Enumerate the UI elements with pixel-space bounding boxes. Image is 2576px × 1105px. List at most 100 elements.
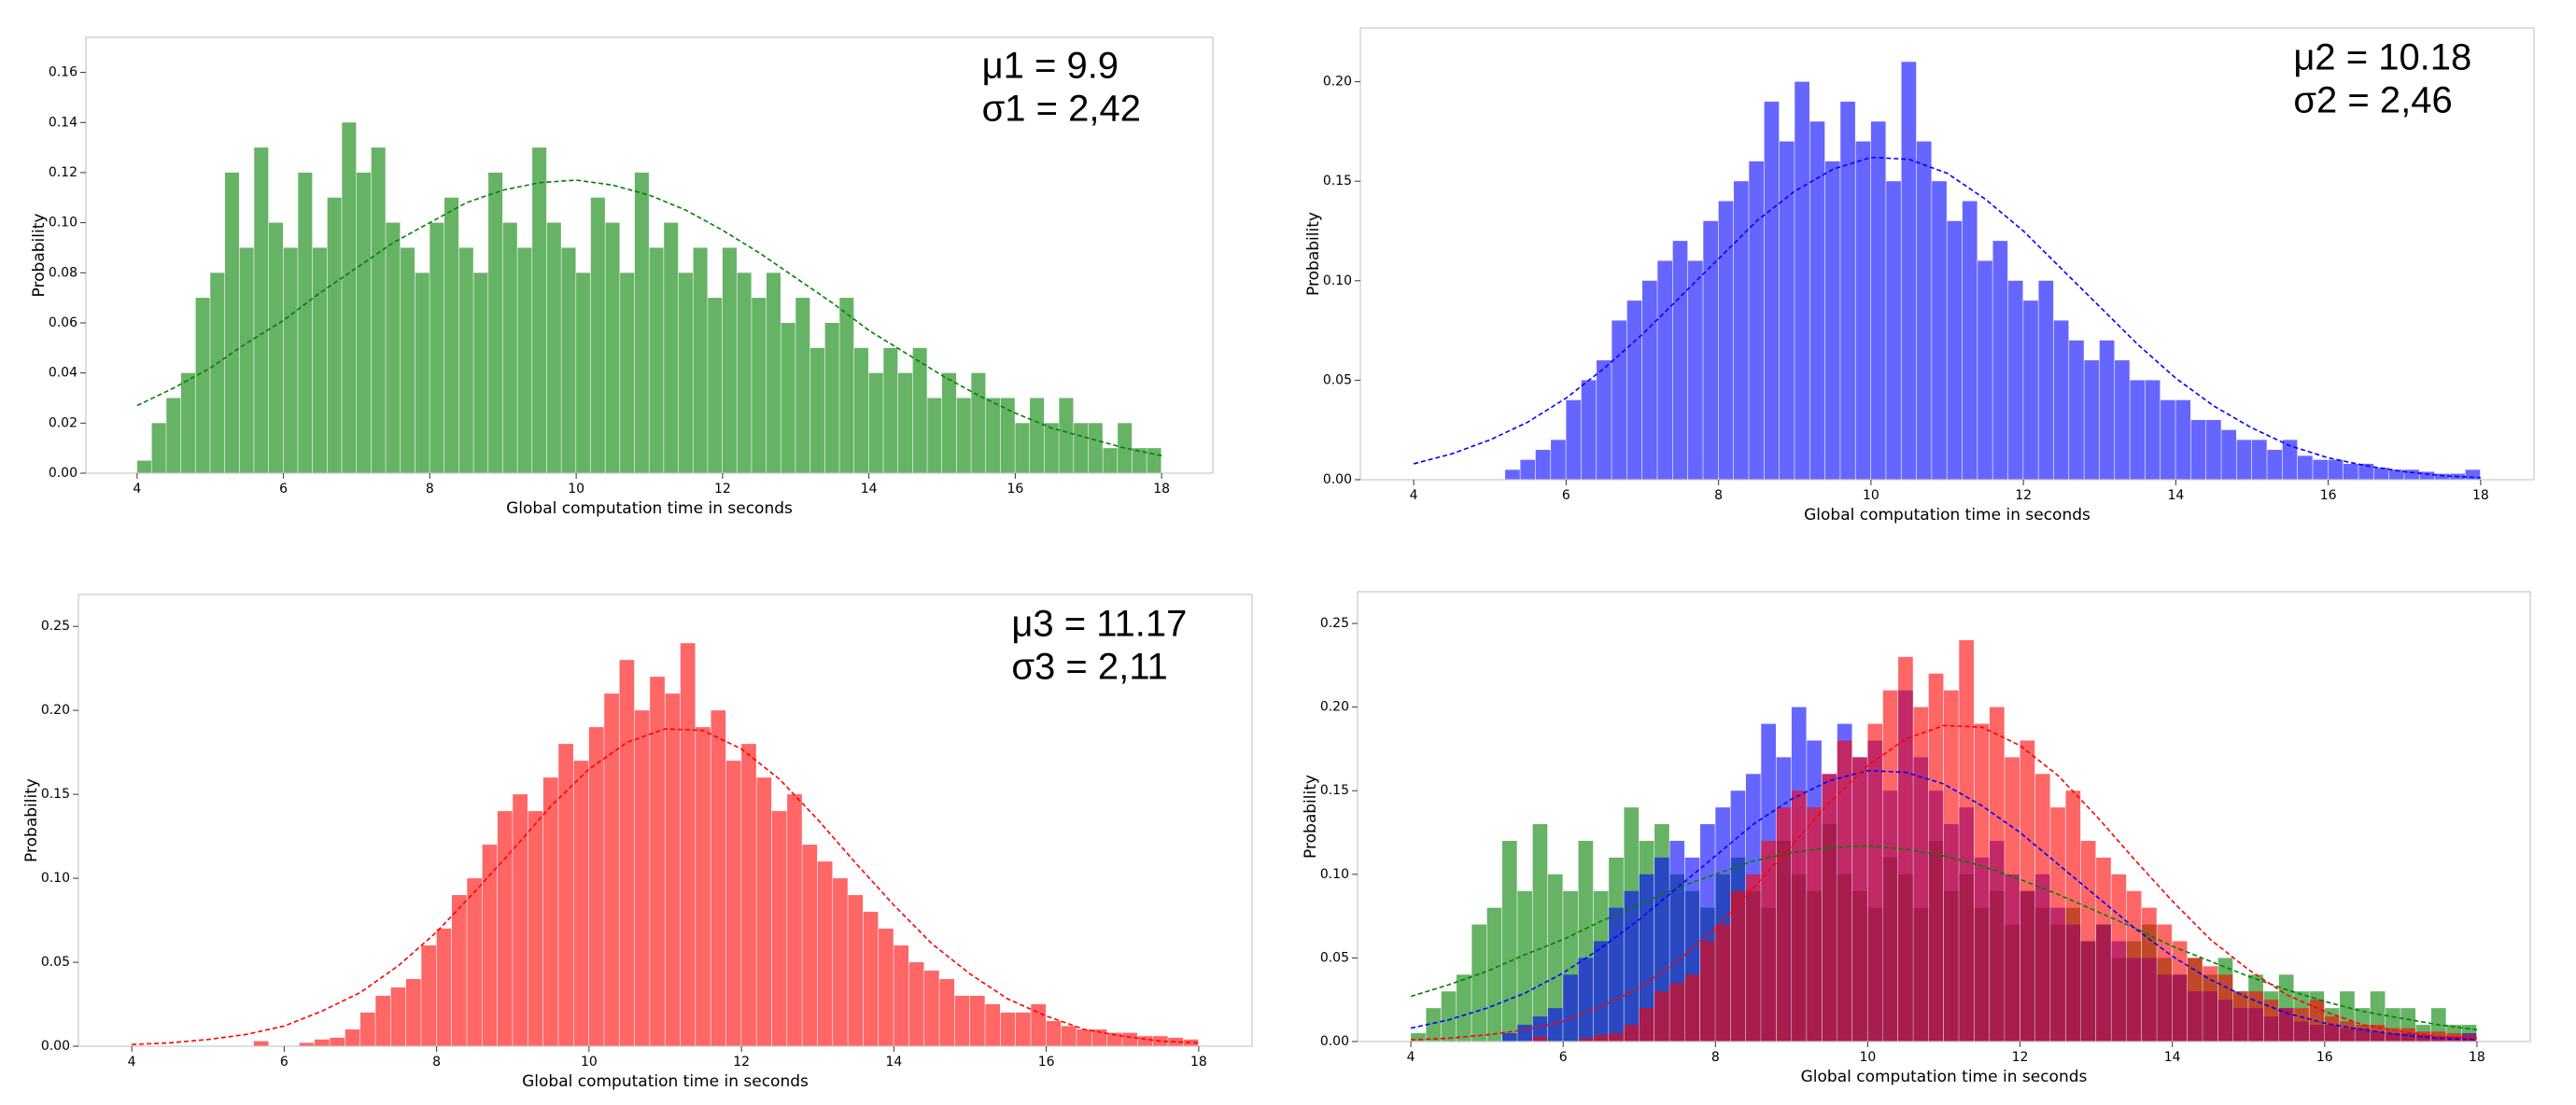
- bar: [436, 929, 452, 1046]
- bar: [956, 398, 971, 473]
- bar: [1989, 706, 2005, 1042]
- bar: [2142, 907, 2157, 1042]
- bar: [315, 1039, 330, 1046]
- bar: [619, 660, 635, 1046]
- bar: [1471, 924, 1487, 1042]
- bar: [853, 347, 869, 473]
- bar: [2263, 1000, 2279, 1042]
- bar: [1764, 101, 1780, 481]
- panel: 4 6 8 10 12 14 16 18 0.00 0.05 0.10 0.15 0.20 Global …: [1304, 27, 2535, 525]
- bar: [1703, 220, 1719, 480]
- bar: [2232, 991, 2248, 1042]
- bar: [971, 372, 986, 473]
- bar: [2340, 1021, 2355, 1042]
- bar: [1913, 706, 1929, 1042]
- bar: [1718, 201, 1734, 480]
- y-tick-label: 0.15: [1323, 174, 1352, 189]
- y-tick-label: 0.10: [49, 216, 77, 231]
- y-tick-label: 0.14: [49, 115, 77, 130]
- y-tick-label: 0.10: [41, 871, 70, 886]
- bar: [224, 172, 239, 473]
- y-tick-label: 0.06: [49, 315, 77, 330]
- bar: [1074, 423, 1089, 473]
- bar: [299, 1042, 315, 1046]
- bar: [1947, 220, 1963, 480]
- bar: [1669, 983, 1685, 1042]
- bar: [371, 147, 386, 473]
- bar: [634, 172, 649, 473]
- bar: [1030, 398, 1045, 473]
- bar: [1715, 924, 1731, 1042]
- annotation: σ1 = 2,42: [982, 88, 1141, 129]
- bar: [1855, 141, 1871, 481]
- bar: [2465, 469, 2481, 480]
- fit-curve: [1410, 845, 2478, 1031]
- x-tick-label: 14: [2167, 488, 2184, 503]
- bar: [136, 460, 151, 473]
- x-tick-label: 6: [280, 1055, 289, 1070]
- y-tick-label: 0.05: [1320, 950, 1349, 965]
- bar: [1547, 874, 1563, 1042]
- bar: [2175, 399, 2191, 480]
- bar: [2404, 469, 2419, 480]
- bar: [2050, 807, 2065, 1042]
- bar: [2130, 380, 2146, 480]
- bar: [1106, 1032, 1122, 1046]
- panel: 4 6 8 10 12 14 16 18 0.00 0.05 0.10 0.15 0.20 0.25 Glo…: [1302, 591, 2531, 1086]
- bar: [1000, 398, 1015, 473]
- annotation: σ2 = 2,46: [2293, 79, 2452, 120]
- x-tick-label: 18: [1153, 482, 1170, 497]
- bar: [1700, 941, 1715, 1042]
- bar: [429, 222, 444, 473]
- bar: [558, 744, 573, 1046]
- bar: [1898, 656, 1913, 1042]
- bar: [969, 996, 985, 1046]
- bar: [532, 147, 547, 473]
- bar: [2190, 420, 2206, 480]
- bar: [2370, 1025, 2386, 1042]
- bar: [2294, 1008, 2309, 1042]
- bar: [680, 643, 696, 1046]
- bar: [2343, 463, 2358, 480]
- bar: [649, 247, 664, 473]
- bar: [2358, 463, 2373, 480]
- x-tick-label: 12: [2012, 1050, 2029, 1065]
- bar: [1597, 360, 1612, 480]
- bar: [1044, 423, 1059, 473]
- bar: [1593, 1034, 1609, 1042]
- bar: [1015, 423, 1030, 473]
- bar: [1916, 141, 1932, 481]
- bar: [1532, 1036, 1548, 1042]
- x-tick-label: 16: [2320, 488, 2337, 503]
- bar: [908, 962, 924, 1046]
- bar: [1609, 1033, 1624, 1042]
- bar: [1535, 450, 1551, 480]
- bar: [327, 197, 342, 473]
- y-tick-label: 0.10: [1320, 867, 1349, 882]
- bar: [1959, 639, 1975, 1042]
- bar: [195, 298, 210, 473]
- bar: [1776, 807, 1792, 1042]
- x-tick-label: 10: [1860, 1050, 1877, 1065]
- bar: [1122, 1032, 1137, 1046]
- bar: [942, 372, 957, 473]
- bar: [1578, 1038, 1594, 1042]
- bar: [2065, 790, 2081, 1042]
- bar: [2038, 280, 2054, 480]
- x-axis-label: Global computation time in seconds: [1804, 506, 2090, 525]
- y-axis-label: Probability: [22, 778, 41, 862]
- bar: [1730, 890, 1746, 1042]
- x-tick-label: 6: [279, 482, 288, 497]
- bar: [924, 971, 939, 1046]
- bar: [737, 273, 752, 473]
- y-tick-label: 0.20: [41, 703, 70, 718]
- bar: [939, 979, 955, 1046]
- bar: [528, 811, 543, 1046]
- bar: [1457, 974, 1471, 1042]
- bar: [1791, 790, 1807, 1042]
- x-axis-label: Global computation time in seconds: [506, 499, 793, 518]
- bar: [1486, 907, 1502, 1042]
- x-tick-label: 8: [1714, 488, 1723, 503]
- x-tick-label: 18: [2472, 488, 2489, 503]
